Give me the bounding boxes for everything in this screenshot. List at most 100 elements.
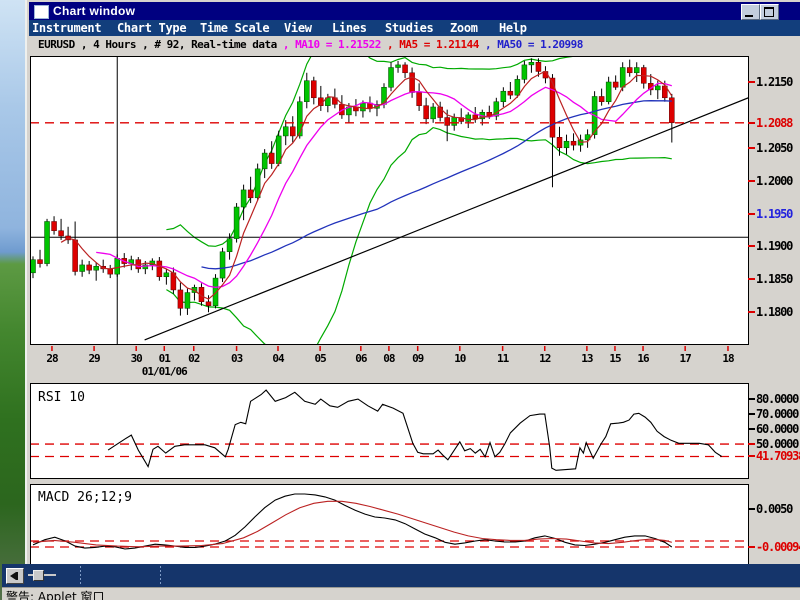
trend-line xyxy=(144,97,748,341)
axis-tick xyxy=(748,212,755,215)
price-chart-panel[interactable] xyxy=(30,56,749,345)
title-bar[interactable]: Chart window xyxy=(29,2,800,20)
candle-body xyxy=(51,221,57,231)
menu-item-studies[interactable]: Studies xyxy=(385,21,434,35)
date-tick-label: 16 xyxy=(637,352,650,365)
panel-border xyxy=(30,56,749,345)
axis-tick-text: 1.2088 xyxy=(756,115,793,130)
candle-body xyxy=(31,259,36,274)
slider-handle-icon[interactable] xyxy=(33,570,44,581)
macd-panel[interactable] xyxy=(30,484,749,570)
axis-tick xyxy=(748,278,755,281)
minimize-button[interactable] xyxy=(741,4,760,20)
candle-body xyxy=(423,105,429,120)
scrollbar-left-button[interactable] xyxy=(6,568,24,584)
y-axis-label-1.2088: 1.2088 xyxy=(748,115,793,130)
date-tick-label: 15 xyxy=(609,352,621,365)
menu-item-zoom[interactable]: Zoom xyxy=(450,21,478,35)
axis-tick xyxy=(748,546,755,549)
bottom-scroll-strip xyxy=(2,564,800,587)
candle-body xyxy=(612,81,619,88)
candle-body xyxy=(58,230,64,237)
menu-item-view[interactable]: View xyxy=(284,21,312,35)
candle-body xyxy=(360,102,366,112)
axis-tick-text: 1.2000 xyxy=(756,173,793,188)
date-tick-label: 11 xyxy=(497,352,510,365)
minimize-icon xyxy=(745,15,753,17)
candle-body xyxy=(240,189,247,208)
candle-body xyxy=(205,301,212,306)
date-tick-label: 06 xyxy=(355,352,368,365)
candle-body xyxy=(142,264,149,270)
candle-body xyxy=(93,265,99,271)
menu-bar: Instrument Chart Type Time Scale View Lines S… xyxy=(29,20,800,36)
y-axis-label-1.1950: 1.1950 xyxy=(748,206,793,221)
axis-tick xyxy=(748,455,755,458)
candle-body xyxy=(556,137,563,149)
candle-body xyxy=(72,239,78,272)
y-axis-label-1.1900: 1.1900 xyxy=(748,239,793,253)
axis-tick xyxy=(748,121,755,124)
date-axis: 28 29 30 01 02 03 04 05 06 08 09 10 11 12 13 15 16 17 18 01… xyxy=(46,346,735,378)
panel-border xyxy=(30,383,749,479)
candle-body xyxy=(388,67,394,88)
date-tick-label: 30 xyxy=(131,352,143,365)
candle-body xyxy=(297,101,303,137)
candle-body xyxy=(409,72,415,93)
rsi-panel[interactable] xyxy=(30,383,749,479)
date-tick-label: 08 xyxy=(383,352,395,365)
candle-body xyxy=(311,80,317,99)
strip-divider xyxy=(80,566,81,585)
candle-body xyxy=(451,117,457,126)
candle-body xyxy=(444,117,450,126)
info-segment-2: , MA5 = 1.21144 xyxy=(387,38,485,51)
menu-item-help[interactable]: Help xyxy=(499,21,527,35)
candle-body xyxy=(669,97,675,124)
candle-body xyxy=(268,152,275,164)
y-axis-label-1.2050: 1.2050 xyxy=(748,140,793,155)
candle-body xyxy=(655,85,661,91)
candle-body xyxy=(549,77,556,138)
date-tick-label: 28 xyxy=(46,352,58,365)
y-axis-label-60.0000: 60.0000 xyxy=(748,422,799,436)
candle-body xyxy=(177,289,184,309)
candle-body xyxy=(619,67,626,88)
candle-body xyxy=(114,258,120,275)
menu-item-lines[interactable]: Lines xyxy=(332,21,367,35)
menu-item-instrument[interactable]: Instrument xyxy=(32,21,102,35)
axis-tick-text: -0.00094 xyxy=(756,540,800,555)
ma50-line xyxy=(201,100,672,270)
date-tick-label: 10 xyxy=(454,352,466,365)
axis-tick xyxy=(748,508,755,511)
y-axis-label-80.0000: 80.0000 xyxy=(748,392,799,406)
candle-body xyxy=(79,264,85,272)
candle-body xyxy=(500,90,507,102)
axis-tick xyxy=(748,80,755,83)
candle-body xyxy=(86,264,92,271)
axis-tick-text: 1.1950 xyxy=(756,206,793,221)
date-tick-label: 05 xyxy=(314,352,326,365)
candle-body xyxy=(402,64,408,74)
scroll-left-icon xyxy=(10,572,18,580)
candle-body xyxy=(472,114,479,120)
signal-line xyxy=(32,500,672,548)
candle-body xyxy=(563,140,570,149)
zoom-slider[interactable] xyxy=(28,570,56,581)
maximize-icon xyxy=(764,7,774,17)
axis-tick-text: 70.0000 xyxy=(756,407,799,422)
axis-tick-text: 1.2050 xyxy=(756,140,793,155)
candle-body xyxy=(598,96,605,102)
candle-body xyxy=(219,251,226,279)
axis-tick xyxy=(748,428,755,431)
date-tick-label: 09 xyxy=(412,352,424,365)
info-segment-3: , MA50 = 1.20998 xyxy=(484,38,583,51)
axis-tick xyxy=(748,146,755,149)
instrument-info-bar: EURUSD , 4 Hours , # 92, Real-time data … xyxy=(38,38,583,51)
candle-body xyxy=(304,80,310,102)
menu-item-time-scale[interactable]: Time Scale xyxy=(200,21,270,35)
candle-body xyxy=(514,79,521,96)
axis-tick xyxy=(748,245,755,248)
maximize-button[interactable] xyxy=(760,4,779,20)
menu-item-chart-type[interactable]: Chart Type xyxy=(117,21,187,35)
strip-divider xyxy=(160,566,161,585)
